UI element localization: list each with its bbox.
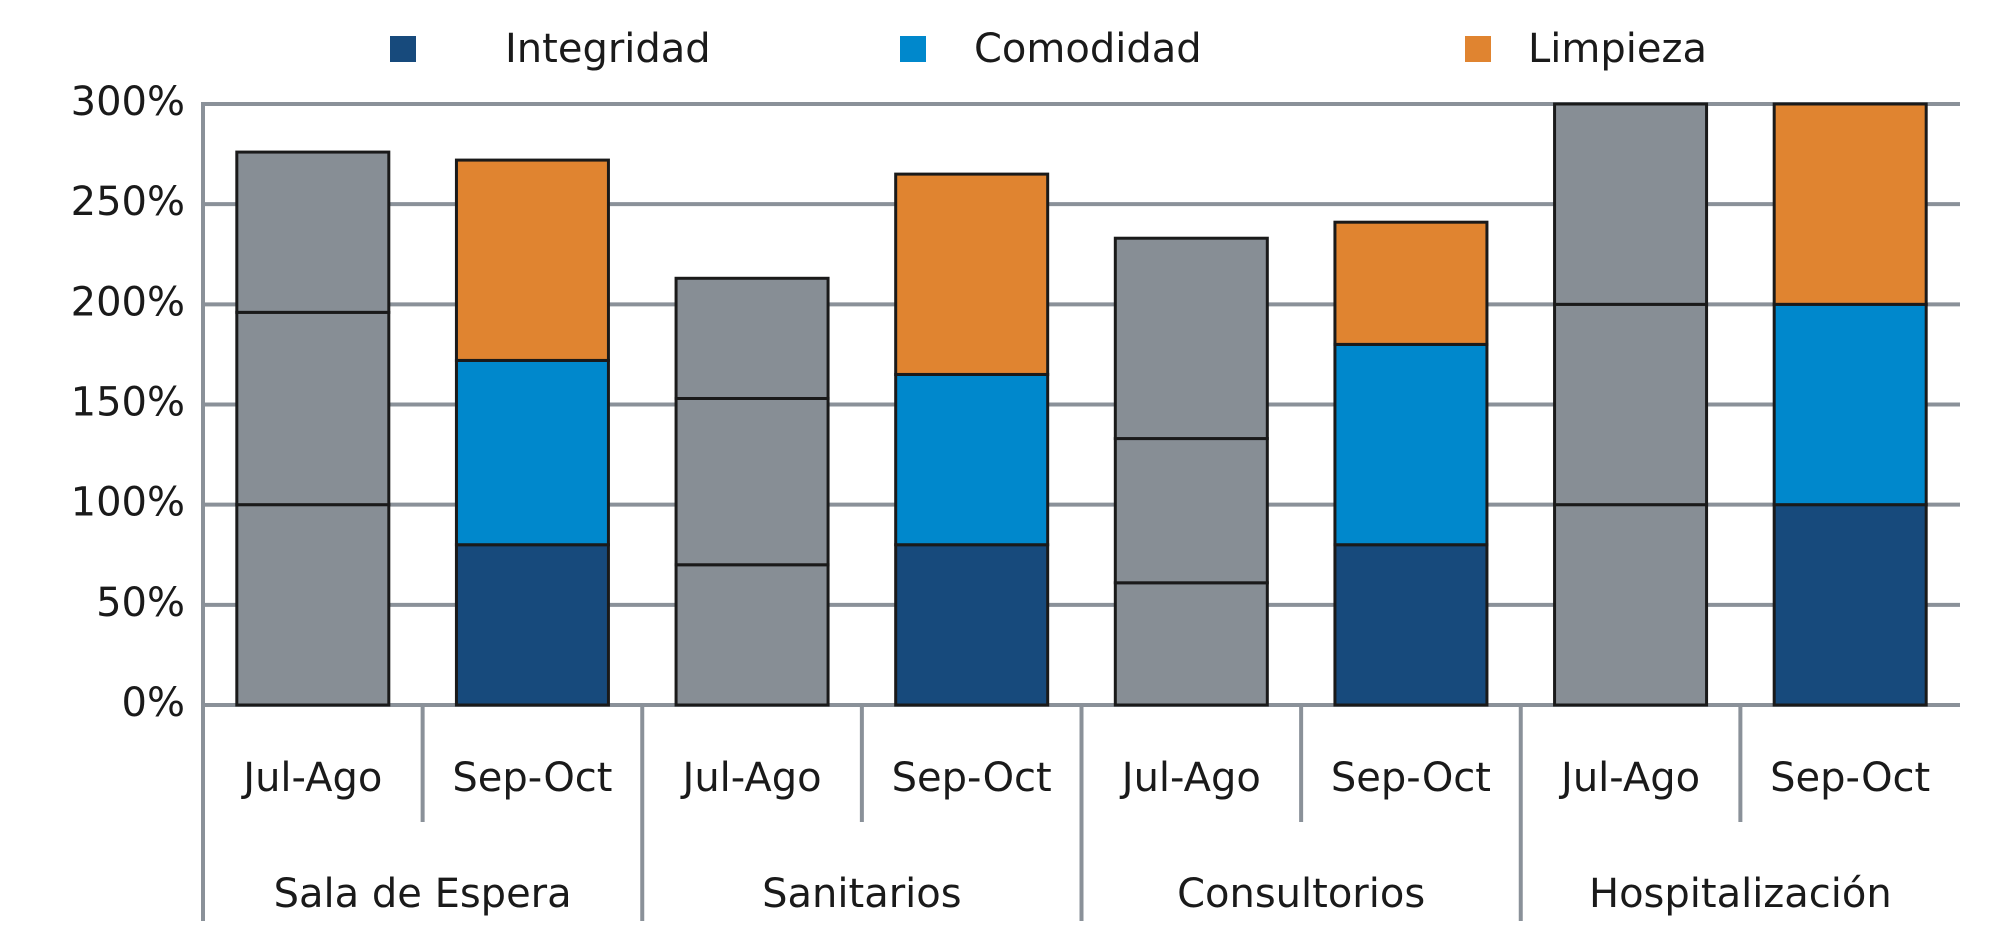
bar-segment <box>1333 220 1489 346</box>
bar-segment <box>1772 302 1928 507</box>
bar-segment <box>1113 236 1269 441</box>
bar-segment <box>1553 102 1709 306</box>
x-tick-label: Jul-Ago <box>240 755 382 801</box>
bar-segment <box>674 276 830 400</box>
bar-segment <box>1772 503 1928 707</box>
legend-swatch <box>900 36 926 62</box>
bar-segment <box>894 543 1050 707</box>
bar-segment <box>1113 581 1269 707</box>
y-tick-label: 0% <box>122 680 185 726</box>
y-tick-label: 200% <box>71 279 185 325</box>
bar-segment <box>1553 302 1709 507</box>
x-tick-label: Sep-Oct <box>892 755 1052 801</box>
bar-segment <box>894 372 1050 547</box>
y-tick-label: 100% <box>71 480 185 526</box>
bar-segment <box>1333 543 1489 707</box>
legend-label: Integridad <box>505 26 711 72</box>
bar-segment <box>674 396 830 567</box>
bar-segment <box>235 310 391 507</box>
y-tick-label: 300% <box>71 79 185 125</box>
y-tick-label: 50% <box>96 580 185 626</box>
bar-segment <box>674 563 830 707</box>
bar-segment <box>454 158 610 362</box>
y-tick-label: 150% <box>71 380 185 426</box>
group-label: Hospitalización <box>1589 871 1892 917</box>
legend-label: Comodidad <box>974 26 1202 72</box>
legend-label: Limpieza <box>1528 26 1707 72</box>
bar-segment <box>235 150 391 314</box>
bar-segment <box>235 503 391 707</box>
x-tick-label: Sep-Oct <box>1331 755 1491 801</box>
legend-swatch <box>390 36 416 62</box>
bar-segment <box>454 543 610 707</box>
group-label: Sala de Espera <box>274 871 572 917</box>
bar-segment <box>1772 102 1928 306</box>
x-tick-label: Jul-Ago <box>680 755 822 801</box>
x-tick-label: Jul-Ago <box>1558 755 1700 801</box>
group-label: Consultorios <box>1177 871 1425 917</box>
bar-segment <box>454 358 610 547</box>
group-label: Sanitarios <box>762 871 961 917</box>
bar-segment <box>894 172 1050 376</box>
bar-segment <box>1553 503 1709 707</box>
legend-swatch <box>1465 36 1491 62</box>
x-tick-label: Jul-Ago <box>1119 755 1261 801</box>
y-tick-label: 250% <box>71 179 185 225</box>
bar-segment <box>1113 437 1269 585</box>
x-tick-label: Sep-Oct <box>452 755 612 801</box>
bar-segment <box>1333 342 1489 547</box>
x-tick-label: Sep-Oct <box>1770 755 1930 801</box>
